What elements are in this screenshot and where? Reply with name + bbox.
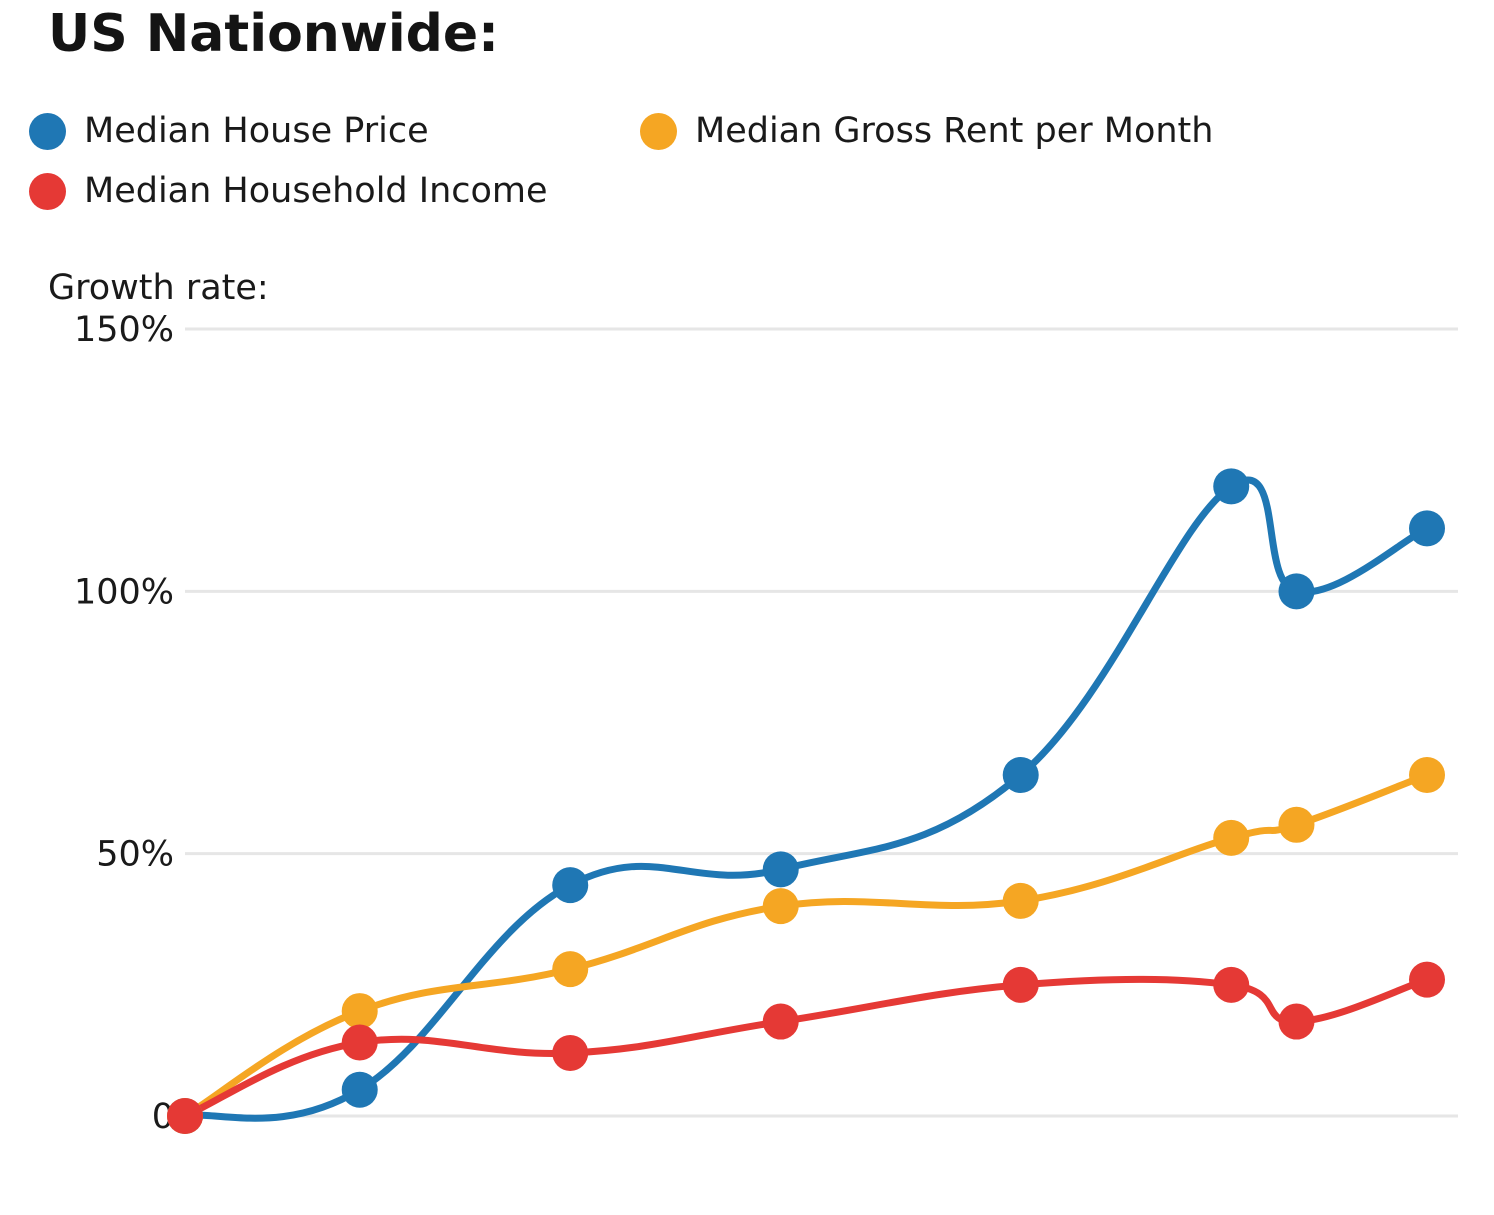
series-house-price-point [1278,573,1315,610]
legend-swatch-house-price [29,112,66,150]
series-household-income-point [167,1098,203,1134]
series-household-income-line [181,975,1431,1120]
series-gross-rent-point [762,888,799,925]
legend-label-household-income: Median Household Income [84,171,548,211]
gridlines [185,327,1458,1118]
series-gross-rent-point [1409,756,1445,793]
series-household-income-point [1002,966,1039,1003]
legend-item-gross-rent: Median Gross Rent per Month [640,109,1213,153]
series-household-income-point [1409,961,1445,998]
series-gross-rent-point [1002,882,1039,919]
series-household-income-point [1278,1003,1315,1040]
chart-title: US Nationwide: [48,4,499,64]
series-gross-rent-point [341,993,378,1030]
series-household-income-point [341,1024,378,1061]
y-tick-label: 150% [74,310,174,350]
legend-label-house-price: Median House Price [84,111,429,151]
series-gross-rent-point [552,951,589,988]
series-house-price-point [1002,756,1039,793]
y-tick-label: 0 [152,1097,174,1137]
series-house-price-point [1409,510,1445,547]
series-house-price-point [1213,468,1250,505]
legend-label-gross-rent: Median Gross Rent per Month [695,111,1214,151]
y-tick-label: 50% [96,835,174,875]
series-house-price-point [762,851,799,888]
series-household-income-point [762,1003,799,1040]
series-house-price-point [341,1071,378,1108]
series-points [167,468,1445,1134]
series-gross-rent-point [1213,819,1250,856]
y-axis-label: Growth rate: [48,268,269,308]
series-gross-rent-point [1278,806,1315,843]
series-house-price-line [181,476,1431,1122]
legend-swatch-household-income [29,172,66,210]
series-house-price-point [552,867,589,904]
series-household-income-point [552,1035,589,1072]
series-household-income-point [1213,966,1250,1003]
legend-swatch-gross-rent [640,112,677,150]
legend-item-house-price: Median House Price [29,109,429,153]
y-tick-label: 100% [74,572,174,612]
legend-item-household-income: Median Household Income [29,169,548,213]
